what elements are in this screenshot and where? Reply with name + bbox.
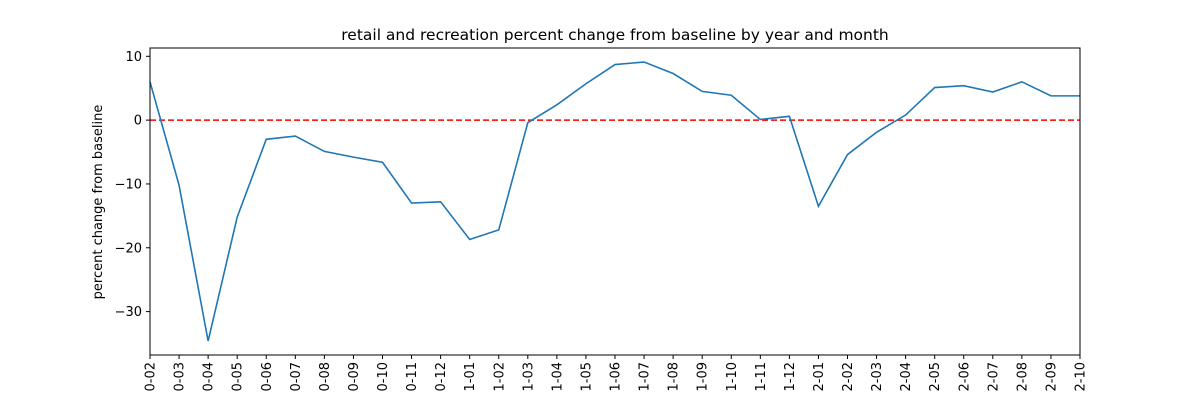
- data-point: [642, 60, 646, 64]
- plot-area: [149, 60, 1080, 343]
- x-tick-label: 0-08: [318, 362, 333, 392]
- x-tick-label: 2-10: [1074, 362, 1089, 392]
- x-tick-label: 2-05: [928, 362, 943, 392]
- plot-frame: [149, 47, 1081, 356]
- x-tick-label: 0-05: [231, 362, 246, 392]
- data-point: [351, 155, 355, 159]
- y-tick-label: −20: [115, 241, 142, 256]
- data-point: [264, 137, 268, 141]
- data-point: [846, 153, 850, 157]
- x-tick-label: 0-02: [144, 362, 159, 392]
- data-point: [758, 117, 762, 121]
- data-point: [381, 160, 385, 164]
- x-tick-label: 2-06: [957, 362, 972, 392]
- x-tick-label: 1-12: [783, 362, 798, 392]
- data-point: [293, 134, 297, 138]
- series-line-0: [149, 61, 1080, 342]
- x-tick-label: 2-02: [841, 362, 856, 392]
- data-point: [322, 149, 326, 153]
- x-tick-label: 0-04: [202, 362, 217, 392]
- data-point: [962, 84, 966, 88]
- data-point: [729, 93, 733, 97]
- x-tick-label: 1-05: [579, 362, 594, 392]
- x-tick-label: 1-01: [463, 362, 478, 392]
- x-tick-label: 2-07: [986, 362, 1001, 392]
- data-point: [671, 72, 675, 76]
- data-point: [410, 201, 414, 205]
- x-tick-label: 1-11: [754, 362, 769, 392]
- data-point: [1020, 80, 1024, 84]
- data-point: [700, 89, 704, 93]
- data-point: [235, 215, 239, 219]
- x-tick-label: 1-10: [725, 362, 740, 392]
- y-axis-label: percent change from baseline: [91, 105, 106, 300]
- x-tick-label: 1-08: [667, 362, 682, 392]
- data-point: [875, 130, 879, 134]
- data-point: [1049, 94, 1053, 98]
- data-point: [555, 103, 559, 107]
- x-tick-label: 0-03: [173, 362, 188, 392]
- x-tick-label: 0-09: [347, 362, 362, 392]
- data-point: [613, 63, 617, 67]
- x-tick-label: 1-02: [492, 362, 507, 392]
- y-tick-label: 10: [125, 50, 142, 65]
- x-tick-label: 1-07: [638, 362, 653, 392]
- data-point: [526, 121, 530, 125]
- data-point: [933, 86, 937, 90]
- x-tick-label: 2-08: [1015, 362, 1030, 392]
- chart-title: retail and recreation percent change fro…: [341, 26, 889, 44]
- y-tick-label: −30: [115, 305, 142, 320]
- data-point: [206, 339, 210, 343]
- data-point: [584, 82, 588, 86]
- x-tick-label: 0-06: [260, 362, 275, 392]
- y-tick-label: −10: [115, 177, 142, 192]
- x-tick-label: 2-09: [1044, 362, 1059, 392]
- x-tick-label: 1-09: [696, 362, 711, 392]
- x-tick-label: 0-12: [434, 362, 449, 392]
- x-tick-label: 1-06: [609, 362, 624, 392]
- x-tick-label: 2-03: [870, 362, 885, 392]
- x-tick-label: 0-10: [376, 362, 391, 392]
- x-tick-label: 2-04: [899, 362, 914, 392]
- data-point: [468, 237, 472, 241]
- x-tick-label: 2-01: [812, 362, 827, 392]
- data-point: [816, 204, 820, 208]
- data-point: [904, 113, 908, 117]
- data-point: [787, 114, 791, 118]
- x-tick-label: 1-04: [550, 362, 565, 392]
- x-tick-label: 0-11: [405, 362, 420, 392]
- data-point: [497, 228, 501, 232]
- data-point: [439, 200, 443, 204]
- x-tick-label: 1-03: [521, 362, 536, 392]
- y-tick-label: 0: [134, 114, 142, 129]
- data-point: [177, 183, 181, 187]
- x-tick-label: 0-07: [289, 362, 304, 392]
- data-point: [991, 90, 995, 94]
